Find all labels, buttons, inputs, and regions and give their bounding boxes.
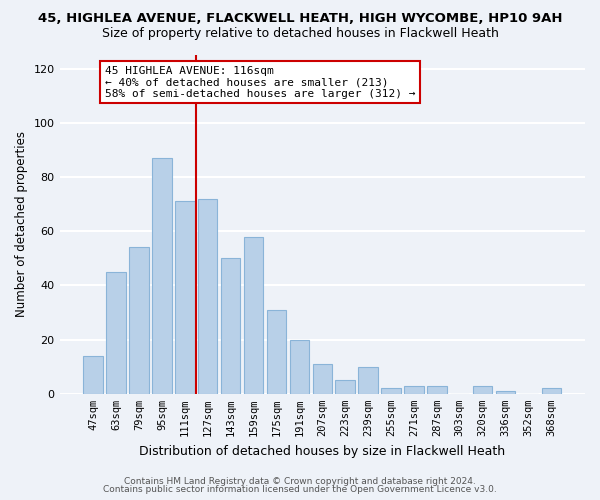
Bar <box>427 386 446 394</box>
Bar <box>152 158 172 394</box>
Bar <box>335 380 355 394</box>
Bar <box>244 236 263 394</box>
Text: Contains HM Land Registry data © Crown copyright and database right 2024.: Contains HM Land Registry data © Crown c… <box>124 477 476 486</box>
Bar <box>198 198 217 394</box>
Bar <box>381 388 401 394</box>
Text: 45, HIGHLEA AVENUE, FLACKWELL HEATH, HIGH WYCOMBE, HP10 9AH: 45, HIGHLEA AVENUE, FLACKWELL HEATH, HIG… <box>38 12 562 26</box>
Bar <box>358 366 378 394</box>
Bar <box>106 272 126 394</box>
Y-axis label: Number of detached properties: Number of detached properties <box>15 132 28 318</box>
Bar <box>473 386 493 394</box>
Bar <box>129 248 149 394</box>
Text: 45 HIGHLEA AVENUE: 116sqm
← 40% of detached houses are smaller (213)
58% of semi: 45 HIGHLEA AVENUE: 116sqm ← 40% of detac… <box>104 66 415 99</box>
X-axis label: Distribution of detached houses by size in Flackwell Heath: Distribution of detached houses by size … <box>139 444 505 458</box>
Bar <box>542 388 561 394</box>
Bar <box>313 364 332 394</box>
Bar <box>175 202 194 394</box>
Bar <box>267 310 286 394</box>
Bar <box>404 386 424 394</box>
Text: Size of property relative to detached houses in Flackwell Heath: Size of property relative to detached ho… <box>101 28 499 40</box>
Text: Contains public sector information licensed under the Open Government Licence v3: Contains public sector information licen… <box>103 485 497 494</box>
Bar <box>290 340 309 394</box>
Bar <box>83 356 103 394</box>
Bar <box>221 258 241 394</box>
Bar <box>496 391 515 394</box>
